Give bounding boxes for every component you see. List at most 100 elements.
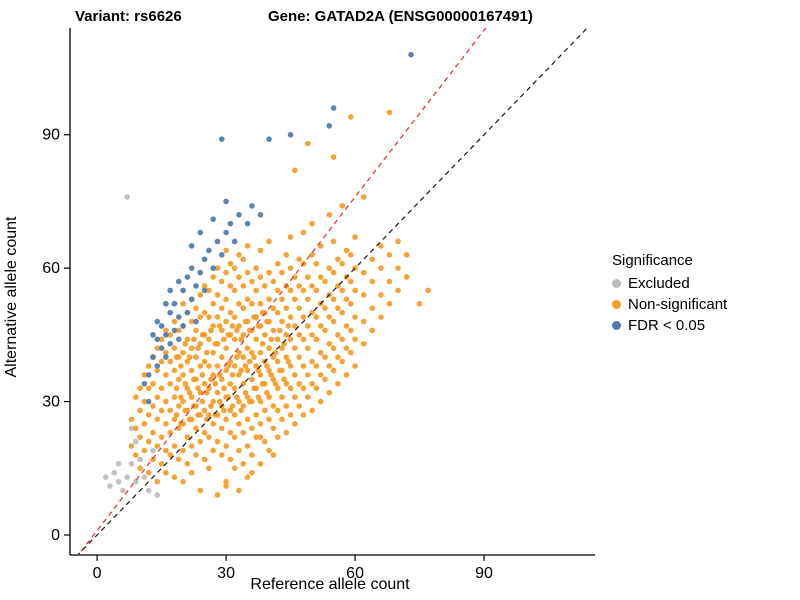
- reference-lines: [76, 28, 589, 555]
- data-point: [244, 394, 251, 400]
- data-point: [206, 247, 212, 254]
- data-point: [266, 269, 272, 276]
- data-point: [236, 447, 242, 454]
- y-tick-label: 60: [42, 260, 60, 277]
- data-point: [206, 314, 212, 320]
- data-point: [249, 300, 255, 307]
- data-point: [270, 403, 277, 409]
- data-point: [218, 305, 225, 311]
- data-point: [236, 252, 242, 258]
- data-point: [352, 287, 358, 294]
- data-point: [257, 247, 264, 254]
- data-point: [236, 211, 242, 218]
- data-point: [206, 287, 212, 294]
- data-point: [313, 287, 320, 294]
- data-point: [283, 403, 290, 409]
- data-point: [191, 376, 197, 383]
- data-point: [145, 398, 152, 405]
- data-point: [197, 269, 204, 276]
- data-point: [158, 345, 165, 352]
- data-point: [277, 367, 283, 374]
- data-point: [212, 380, 219, 387]
- scatter-points: [102, 51, 431, 498]
- data-point: [403, 274, 410, 280]
- data-point: [313, 385, 320, 392]
- data-point: [188, 394, 195, 400]
- data-point: [227, 283, 234, 289]
- data-point: [154, 336, 161, 343]
- data-point: [330, 367, 337, 374]
- data-point: [167, 340, 173, 347]
- data-point: [274, 336, 281, 343]
- data-point: [335, 305, 341, 311]
- data-point: [178, 363, 184, 369]
- plot-title-variant: Variant: rs6626: [75, 8, 182, 25]
- data-point: [188, 243, 195, 249]
- data-point: [175, 403, 182, 409]
- data-point: [203, 349, 210, 356]
- data-point: [175, 314, 182, 320]
- data-point: [218, 278, 225, 285]
- data-point: [197, 389, 204, 396]
- data-point: [163, 398, 169, 405]
- data-point: [253, 434, 259, 440]
- data-point: [171, 416, 178, 423]
- data-point: [188, 265, 195, 271]
- data-point: [244, 296, 251, 303]
- data-point: [322, 327, 328, 334]
- data-point: [193, 327, 199, 334]
- data-point: [251, 385, 257, 392]
- data-point: [283, 380, 290, 387]
- data-point: [214, 438, 221, 445]
- data-point: [137, 465, 143, 472]
- data-point: [296, 403, 302, 409]
- data-point: [178, 421, 184, 427]
- data-point: [231, 238, 238, 245]
- data-point: [253, 287, 259, 294]
- data-point: [335, 354, 341, 360]
- fdr-swatch-icon: [612, 321, 621, 330]
- legend-title: Significance: [612, 252, 693, 269]
- data-point: [242, 318, 249, 325]
- data-point: [184, 336, 191, 343]
- data-point: [132, 394, 139, 400]
- data-point: [141, 372, 148, 378]
- data-point: [225, 332, 232, 338]
- data-point: [335, 256, 341, 263]
- data-point: [335, 332, 341, 338]
- data-point: [225, 363, 232, 369]
- data-point: [244, 269, 251, 276]
- data-point: [137, 456, 143, 463]
- data-point: [270, 327, 277, 334]
- data-point: [369, 256, 376, 263]
- data-point: [167, 380, 173, 387]
- data-point: [145, 487, 152, 494]
- data-point: [193, 452, 199, 458]
- data-point: [150, 380, 156, 387]
- legend: Significance Excluded Non-significant FD…: [612, 252, 727, 338]
- data-point: [330, 269, 337, 276]
- data-point: [257, 434, 264, 440]
- data-point: [330, 238, 337, 245]
- data-point: [201, 283, 208, 289]
- data-point: [154, 478, 161, 485]
- data-point: [102, 474, 109, 480]
- data-point: [214, 389, 221, 396]
- data-point: [236, 372, 242, 378]
- data-point: [347, 327, 354, 334]
- data-point: [158, 461, 165, 467]
- data-point: [184, 358, 191, 365]
- data-point: [137, 385, 143, 392]
- data-point: [216, 372, 223, 378]
- data-point: [180, 372, 186, 378]
- data-point: [244, 474, 251, 480]
- data-point: [218, 252, 225, 258]
- data-point: [266, 367, 272, 374]
- data-point: [330, 105, 337, 111]
- data-point: [141, 447, 148, 454]
- legend-entry: Non-significant: [612, 296, 727, 313]
- data-point: [231, 434, 238, 440]
- regression-line: [77, 28, 487, 555]
- data-point: [210, 398, 216, 405]
